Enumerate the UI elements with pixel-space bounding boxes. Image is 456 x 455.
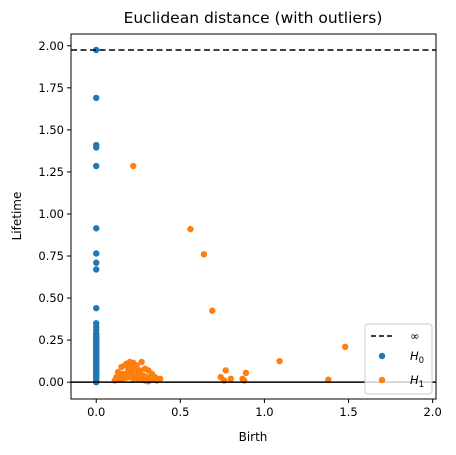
x-tick-label: 0.5 bbox=[171, 405, 189, 419]
x-axis-label: Birth bbox=[239, 430, 268, 444]
legend-infinity-label: ∞ bbox=[410, 329, 420, 343]
y-tick-label: 0.50 bbox=[38, 291, 64, 305]
y-tick-label: 0.00 bbox=[38, 375, 64, 389]
h1-point bbox=[123, 372, 130, 379]
h1-point bbox=[145, 378, 152, 385]
legend-h1-marker bbox=[378, 376, 386, 384]
y-tick-label: 0.25 bbox=[38, 333, 64, 347]
h1-point bbox=[130, 162, 137, 170]
h1-point bbox=[126, 363, 134, 371]
h0-point bbox=[93, 266, 100, 273]
h1-point bbox=[276, 357, 283, 365]
h0-point bbox=[93, 94, 100, 102]
h1-point bbox=[242, 369, 250, 377]
legend: ∞ H0 H1 bbox=[364, 323, 433, 395]
x-tick-label: 1.0 bbox=[255, 405, 273, 419]
chart-title: Euclidean distance (with outliers) bbox=[124, 9, 383, 27]
h1-point bbox=[227, 375, 234, 383]
x-tick-label: 1.5 bbox=[339, 405, 357, 419]
h0-point bbox=[93, 225, 100, 232]
h1-point bbox=[130, 375, 137, 383]
plot-frame bbox=[70, 33, 437, 400]
y-tick-label: 1.00 bbox=[38, 207, 64, 221]
h1-point bbox=[325, 376, 332, 383]
y-tick-label: 1.75 bbox=[38, 81, 64, 95]
y-axis-label: Lifetime bbox=[10, 192, 24, 241]
h1-point bbox=[200, 251, 208, 258]
legend-box bbox=[364, 323, 433, 395]
h0-point bbox=[93, 250, 100, 257]
h0-point bbox=[93, 162, 100, 170]
h0-point bbox=[93, 259, 100, 266]
y-tick-label: 1.50 bbox=[38, 123, 64, 137]
h1-point bbox=[209, 307, 216, 314]
h1-point bbox=[341, 343, 349, 351]
legend-h1-label: H1 bbox=[410, 373, 424, 390]
y-tick-label: 2.00 bbox=[38, 39, 64, 53]
x-tick-label: 2.0 bbox=[423, 405, 441, 419]
y-axis-ticks: 0.00 0.25 0.50 0.75 1.00 1.25 1.50 1.75 2.00 bbox=[38, 39, 71, 389]
h1-point bbox=[187, 225, 194, 233]
h1-point bbox=[138, 358, 145, 366]
y-tick-label: 0.75 bbox=[38, 249, 64, 263]
y-tick-label: 1.25 bbox=[38, 165, 64, 179]
h1-point bbox=[131, 365, 139, 372]
legend-h0-marker bbox=[378, 352, 386, 360]
x-tick-label: 0.0 bbox=[87, 405, 105, 419]
legend-h0-label: H0 bbox=[410, 349, 424, 366]
h1-point bbox=[222, 367, 229, 374]
h0-point bbox=[93, 144, 100, 151]
h1-point bbox=[136, 367, 144, 374]
x-axis-ticks: 0.0 0.5 1.0 1.5 2.0 bbox=[87, 399, 442, 419]
plot-area bbox=[70, 33, 437, 400]
h0-point bbox=[93, 304, 100, 312]
h0-point bbox=[93, 46, 100, 54]
